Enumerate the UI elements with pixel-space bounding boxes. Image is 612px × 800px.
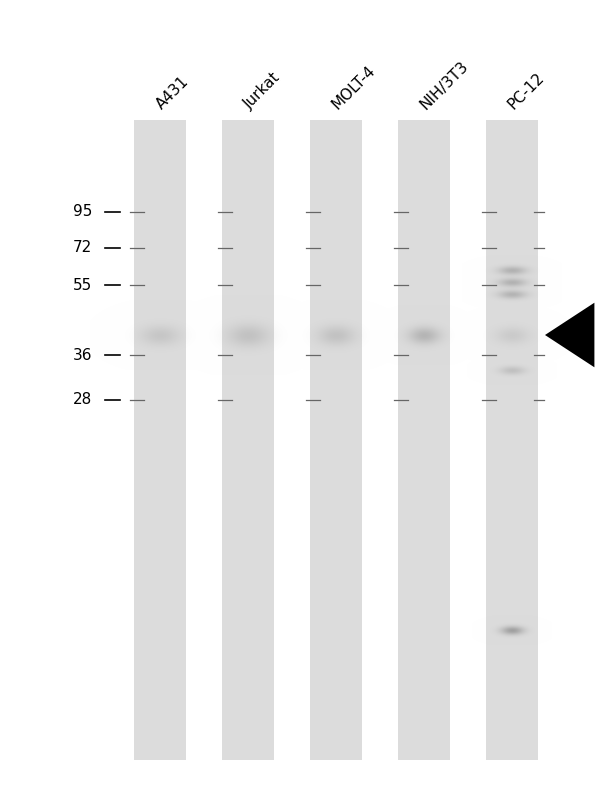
Text: 28: 28: [73, 393, 92, 407]
Text: PC-12: PC-12: [506, 70, 548, 112]
Text: 95: 95: [73, 205, 92, 219]
Text: MOLT-4: MOLT-4: [329, 62, 379, 112]
Text: 36: 36: [72, 347, 92, 362]
Text: 55: 55: [73, 278, 92, 293]
Text: NIH/3T3: NIH/3T3: [417, 58, 471, 112]
Text: 72: 72: [73, 241, 92, 255]
Text: Jurkat: Jurkat: [241, 70, 283, 112]
Text: A431: A431: [154, 74, 192, 112]
Polygon shape: [545, 302, 594, 367]
